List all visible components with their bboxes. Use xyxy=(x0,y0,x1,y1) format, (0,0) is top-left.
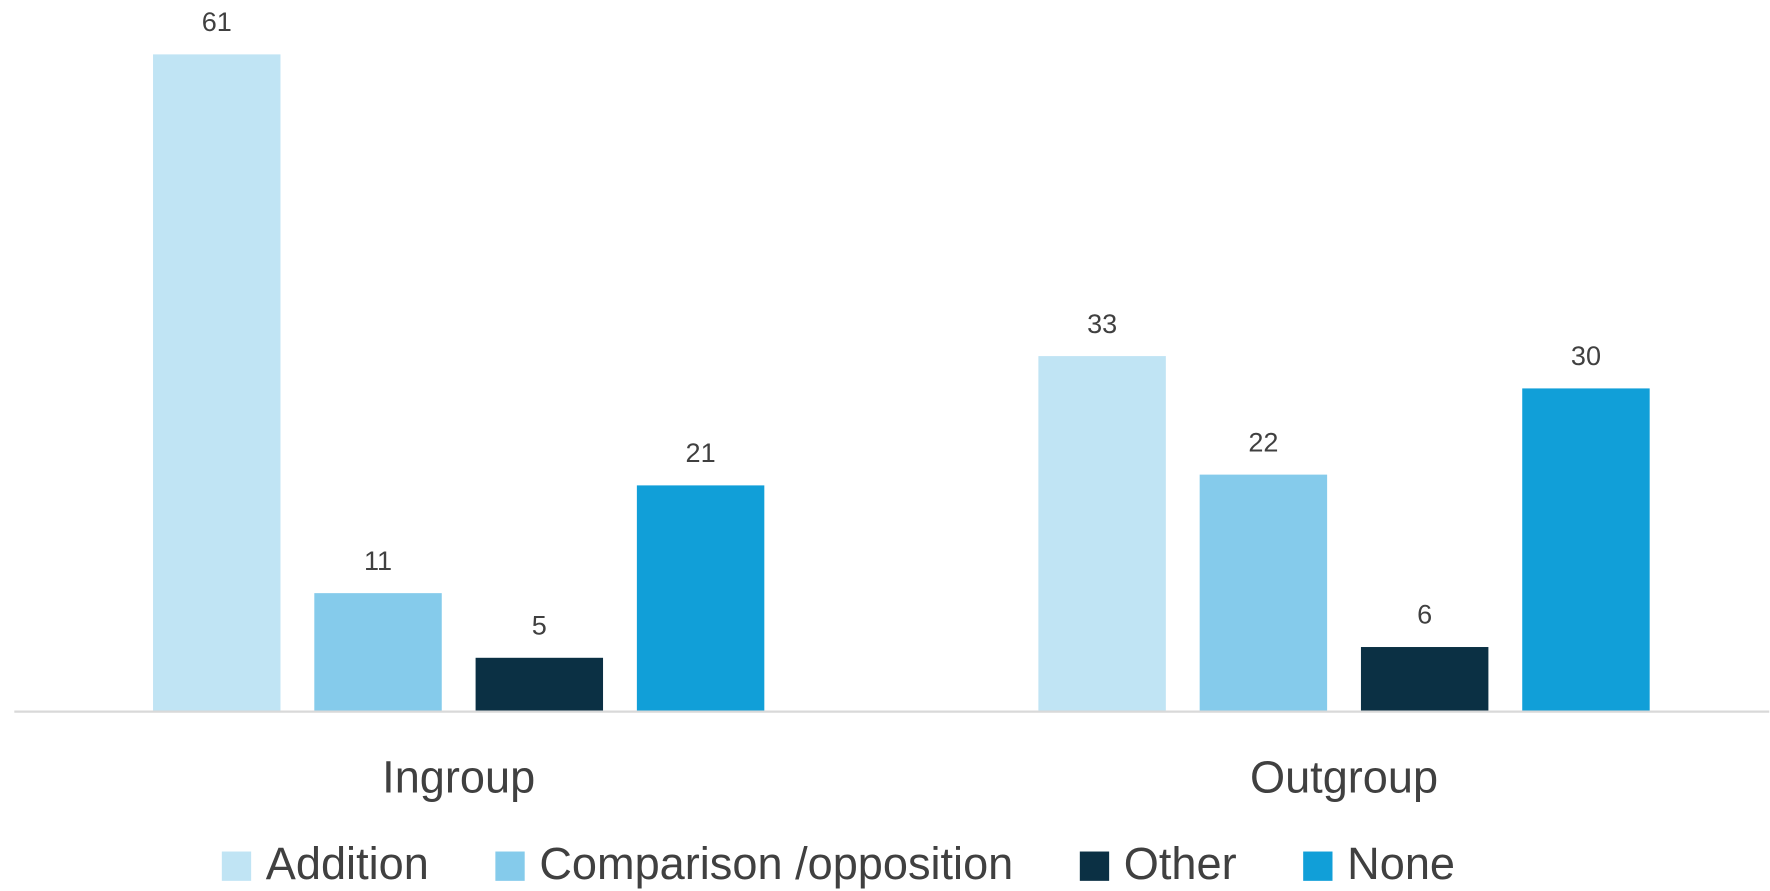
legend-swatch xyxy=(495,851,525,881)
legend-label: Addition xyxy=(266,838,429,889)
bar xyxy=(1038,356,1166,712)
legend-swatch xyxy=(1303,851,1333,881)
x-tick-label: Ingroup xyxy=(382,751,535,802)
legend-label: Comparison /opposition xyxy=(539,838,1013,889)
bar xyxy=(1199,474,1328,712)
value-label: 22 xyxy=(1248,427,1278,457)
value-label: 11 xyxy=(364,546,392,576)
bar xyxy=(314,593,442,712)
bar xyxy=(1522,388,1650,712)
legend-swatch xyxy=(1079,851,1110,881)
value-label: 61 xyxy=(202,7,232,37)
value-label: 30 xyxy=(1571,341,1601,371)
value-label: 6 xyxy=(1417,600,1432,630)
value-label: 33 xyxy=(1087,309,1117,339)
value-label: 5 xyxy=(532,610,547,640)
bar xyxy=(153,54,281,712)
bar xyxy=(1360,647,1489,712)
bar xyxy=(636,485,765,712)
value-label: 21 xyxy=(686,438,716,468)
bar xyxy=(475,657,604,712)
legend-swatch xyxy=(221,851,252,881)
legend-label: None xyxy=(1347,838,1455,889)
x-tick-label: Outgroup xyxy=(1250,751,1438,802)
legend-label: Other xyxy=(1124,838,1237,889)
